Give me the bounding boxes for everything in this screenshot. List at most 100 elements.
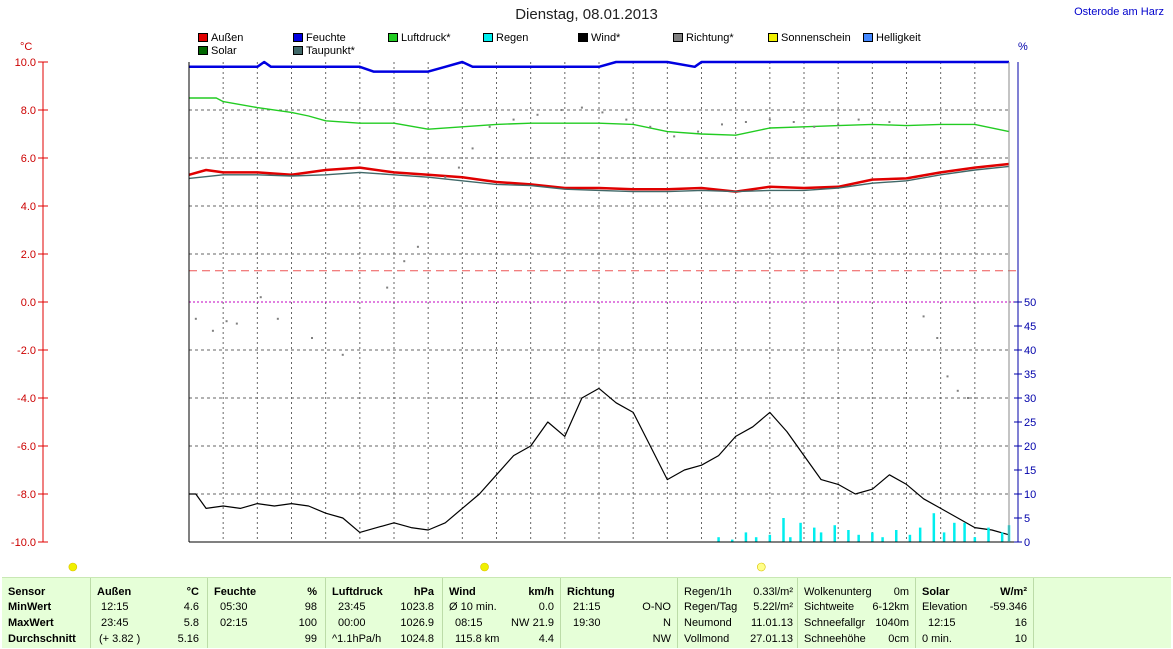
right-axis-tick-label: 40: [1024, 345, 1036, 357]
direction-point: [697, 130, 700, 133]
luftdruck-min-value: 1023.8: [400, 601, 434, 613]
richtung-avg-value: NW: [652, 633, 671, 645]
wolken-label: Schneefallgr: [804, 617, 866, 629]
row-label-max: MaxWert: [8, 617, 54, 629]
legend-swatch: [198, 33, 208, 42]
wolken-label: Schneehöhe: [804, 633, 866, 645]
legend-item: Richtung*: [673, 31, 734, 44]
direction-point: [967, 397, 969, 399]
direction-point: [457, 166, 460, 169]
legend-swatch: [673, 33, 683, 42]
richtung-max-time: 19:30: [573, 617, 601, 629]
right-axis-tick-label: 10: [1024, 489, 1036, 501]
direction-point: [386, 286, 389, 289]
feuchte-max-time: 02:15: [220, 617, 248, 629]
solar-value: 16: [1014, 617, 1027, 629]
legend-label: Außen: [211, 31, 244, 44]
marker-moon: [756, 562, 766, 572]
left-axis-tick-label: -10.0: [11, 537, 36, 549]
left-axis-tick-label: 8.0: [21, 105, 36, 117]
regen-value: 0.33l/m²: [753, 586, 793, 598]
legend-swatch: [293, 33, 303, 42]
wind-max-value: 21.9: [532, 617, 554, 629]
station-link[interactable]: Osterode am Harz: [1074, 6, 1164, 18]
regen-label: Vollmond: [684, 633, 730, 645]
marker-sun-center: [480, 562, 489, 572]
legend-item: Feuchte: [293, 31, 346, 44]
right-axis-unit: %: [1018, 41, 1028, 53]
left-axis-tick-label: 6.0: [21, 153, 36, 165]
direction-point: [276, 317, 279, 320]
empty-column: [1033, 578, 1171, 648]
right-axis-tick-label: 20: [1024, 441, 1036, 453]
direction-point: [673, 135, 676, 138]
direction-point: [721, 123, 723, 126]
chart-axes: 10.0 8.0 6.0 4.0 2.0 0.0 -2.0 -4.0 -6.0 -8.0 -10.0…: [11, 41, 1036, 572]
wolken-label: Wolkenunterg: [804, 586, 872, 598]
direction-point: [837, 123, 840, 126]
feuchte-min-value: 98: [304, 601, 317, 613]
marker-sun-left: [68, 562, 78, 572]
legend-item: Luftdruck*: [388, 31, 451, 44]
right-axis-tick-label: 35: [1024, 369, 1036, 381]
richtung-min-time: 21:15: [573, 601, 601, 613]
legend-swatch: [863, 33, 873, 42]
legend-item: Wind*: [578, 31, 620, 44]
right-axis-tick-label: 15: [1024, 465, 1036, 477]
left-axis-tick-label: -2.0: [17, 345, 36, 357]
left-axis-tick-label: 0.0: [21, 297, 36, 309]
series-line-wind: [189, 387, 1010, 536]
direction-point: [744, 121, 747, 123]
direction-point: [625, 118, 628, 121]
feuchte-column: Feuchte % 05:30 98 02:15 100 99: [207, 578, 325, 648]
luftdruck-min-time: 23:45: [338, 601, 366, 613]
weather-chart: 10.0 8.0 6.0 4.0 2.0 0.0 -2.0 -4.0 -6.0 -8.0 -10.0…: [11, 41, 1036, 572]
direction-point: [768, 118, 771, 121]
direction-point: [444, 176, 447, 179]
regen-value: 5.22l/m²: [753, 601, 793, 613]
regen-label: Regen/Tag: [684, 601, 738, 613]
direction-point: [211, 329, 214, 332]
legend-label: Richtung*: [686, 31, 734, 44]
summary-table: Sensor MinWert MaxWert Durchschnitt Auße…: [2, 577, 1171, 648]
left-axis-tick-label: -6.0: [17, 441, 36, 453]
luftdruck-avg-value: 1024.8: [400, 633, 434, 645]
solar-title: Solar: [922, 586, 950, 598]
direction-point: [560, 109, 563, 111]
regen-column: Regen/1h 0.33l/m² Regen/Tag 5.22l/m² Neu…: [677, 578, 797, 648]
luftdruck-title: Luftdruck: [332, 586, 383, 598]
direction-point: [956, 389, 959, 392]
legend-swatch: [293, 46, 303, 55]
direction-point: [649, 125, 652, 128]
direction-point: [416, 245, 419, 248]
direction-point: [225, 320, 228, 323]
direction-point: [311, 337, 313, 339]
direction-point: [536, 113, 539, 116]
left-axis-tick-label: -4.0: [17, 393, 36, 405]
wolken-label: Sichtweite: [804, 601, 855, 613]
aussen-max-time: 23:45: [101, 617, 129, 629]
solar-label: 0 min.: [922, 633, 952, 645]
direction-point: [403, 260, 406, 263]
series-line-außen: [188, 162, 1010, 193]
left-axis-tick-label: 2.0: [21, 249, 36, 261]
feuchte-title: Feuchte: [214, 586, 257, 598]
legend-label: Feuchte: [306, 31, 346, 44]
left-axis-tick-label: -8.0: [17, 489, 36, 501]
legend-label: Wind*: [591, 31, 621, 44]
direction-point: [512, 118, 515, 121]
solar-label: Elevation: [922, 601, 968, 613]
legend-swatch: [768, 33, 778, 42]
richtung-title: Richtung: [567, 586, 615, 598]
direction-point: [857, 118, 860, 121]
aussen-avg-extra: (+ 3.82 ): [99, 633, 141, 645]
direction-point: [235, 322, 238, 325]
wind-min-value: 0.0: [538, 601, 554, 613]
feuchte-unit: %: [307, 586, 317, 598]
row-label-min: MinWert: [8, 601, 52, 613]
right-axis-tick-label: 0: [1024, 537, 1030, 549]
chart-series: [188, 60, 1011, 542]
series-line-feuchte: [189, 60, 1009, 73]
direction-point: [792, 121, 795, 123]
legend-item: Helligkeit: [863, 31, 921, 44]
